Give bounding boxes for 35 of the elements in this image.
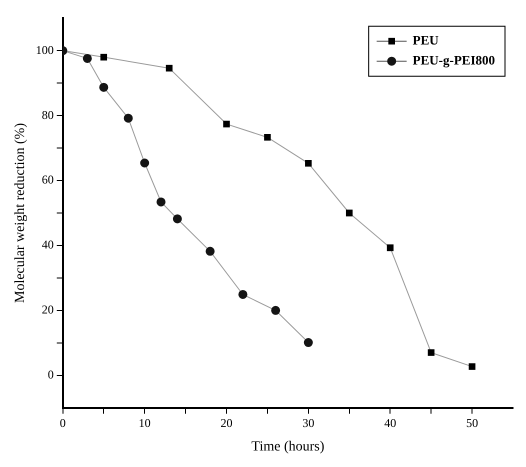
point [304, 338, 313, 348]
point [386, 244, 394, 252]
y-axis-title: Molecular weight reduction (%) [13, 122, 28, 303]
y-tick-label: 40 [42, 238, 54, 252]
point [428, 349, 434, 356]
point [264, 134, 271, 141]
point [346, 210, 353, 216]
point [124, 114, 133, 123]
point [82, 54, 92, 63]
point [100, 54, 108, 60]
point [99, 82, 108, 92]
x-tick-label: 30 [302, 416, 314, 430]
x-tick-label: 0 [60, 416, 66, 430]
y-tick-label: 20 [42, 302, 54, 317]
point [156, 197, 166, 206]
y-tick-label: 60 [42, 172, 54, 187]
point [305, 160, 312, 167]
point [206, 246, 215, 256]
point [172, 214, 182, 224]
x-tick-label: 40 [384, 416, 396, 430]
legend-label: PEU-g-PEI800 [412, 52, 496, 68]
y-tick-label: 100 [36, 42, 54, 57]
x-tick-label: 10 [138, 416, 151, 430]
y-tick-label: 80 [42, 108, 54, 122]
point [238, 290, 248, 299]
point [223, 120, 230, 128]
x-tick-label: 20 [220, 416, 233, 430]
x-axis-title: Time (hours) [251, 439, 325, 454]
point [468, 363, 476, 370]
point [166, 64, 173, 72]
legend-label: PEU [412, 32, 440, 48]
point [140, 158, 150, 168]
y-tick-label: 0 [48, 367, 54, 382]
point [271, 306, 280, 315]
x-tick-label: 50 [466, 416, 478, 430]
